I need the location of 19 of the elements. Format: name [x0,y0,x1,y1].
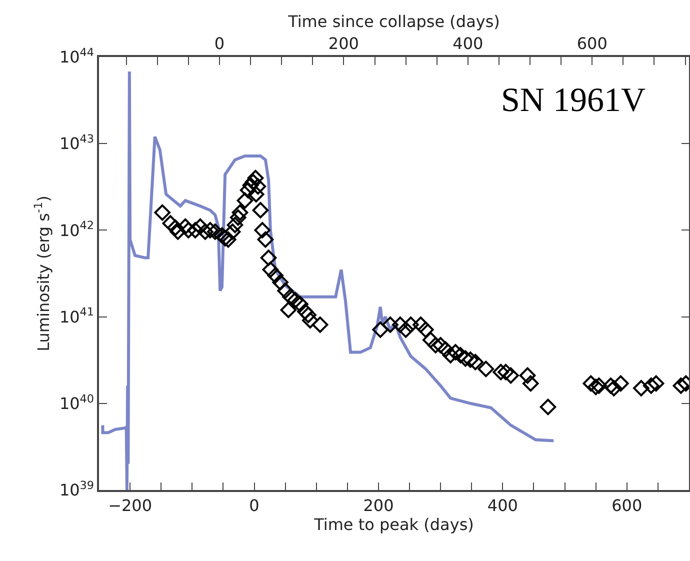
line-series [101,70,556,490]
x-tick-label: 400 [487,496,518,515]
x-axis-title: Time to peak (days) [313,514,474,534]
x2-tick-label: 600 [576,34,608,53]
y-tick-label: 10$^{43}$ [59,132,94,154]
x2-tick-label: 0 [214,34,225,53]
annotation: SN 1961V [501,82,646,119]
x2-tick-label: 400 [452,34,484,53]
x-tick-label: 600 [612,496,642,515]
x2-tick-label: 200 [328,34,359,53]
x-tick-label: 200 [363,496,394,515]
y-tick-label: 10$^{42}$ [59,219,94,240]
y-tick-label: 10$^{44}$ [59,46,94,67]
x-tick-label: 0 [249,496,260,515]
y-tick-label: 10$^{39}$ [59,478,94,500]
x-tick-label: −200 [108,496,152,515]
y-tick-label: 10$^{40}$ [59,392,94,413]
x2-axis-title: Time since collapse (days) [287,12,500,32]
y-tick-label: 10$^{41}$ [59,306,94,326]
